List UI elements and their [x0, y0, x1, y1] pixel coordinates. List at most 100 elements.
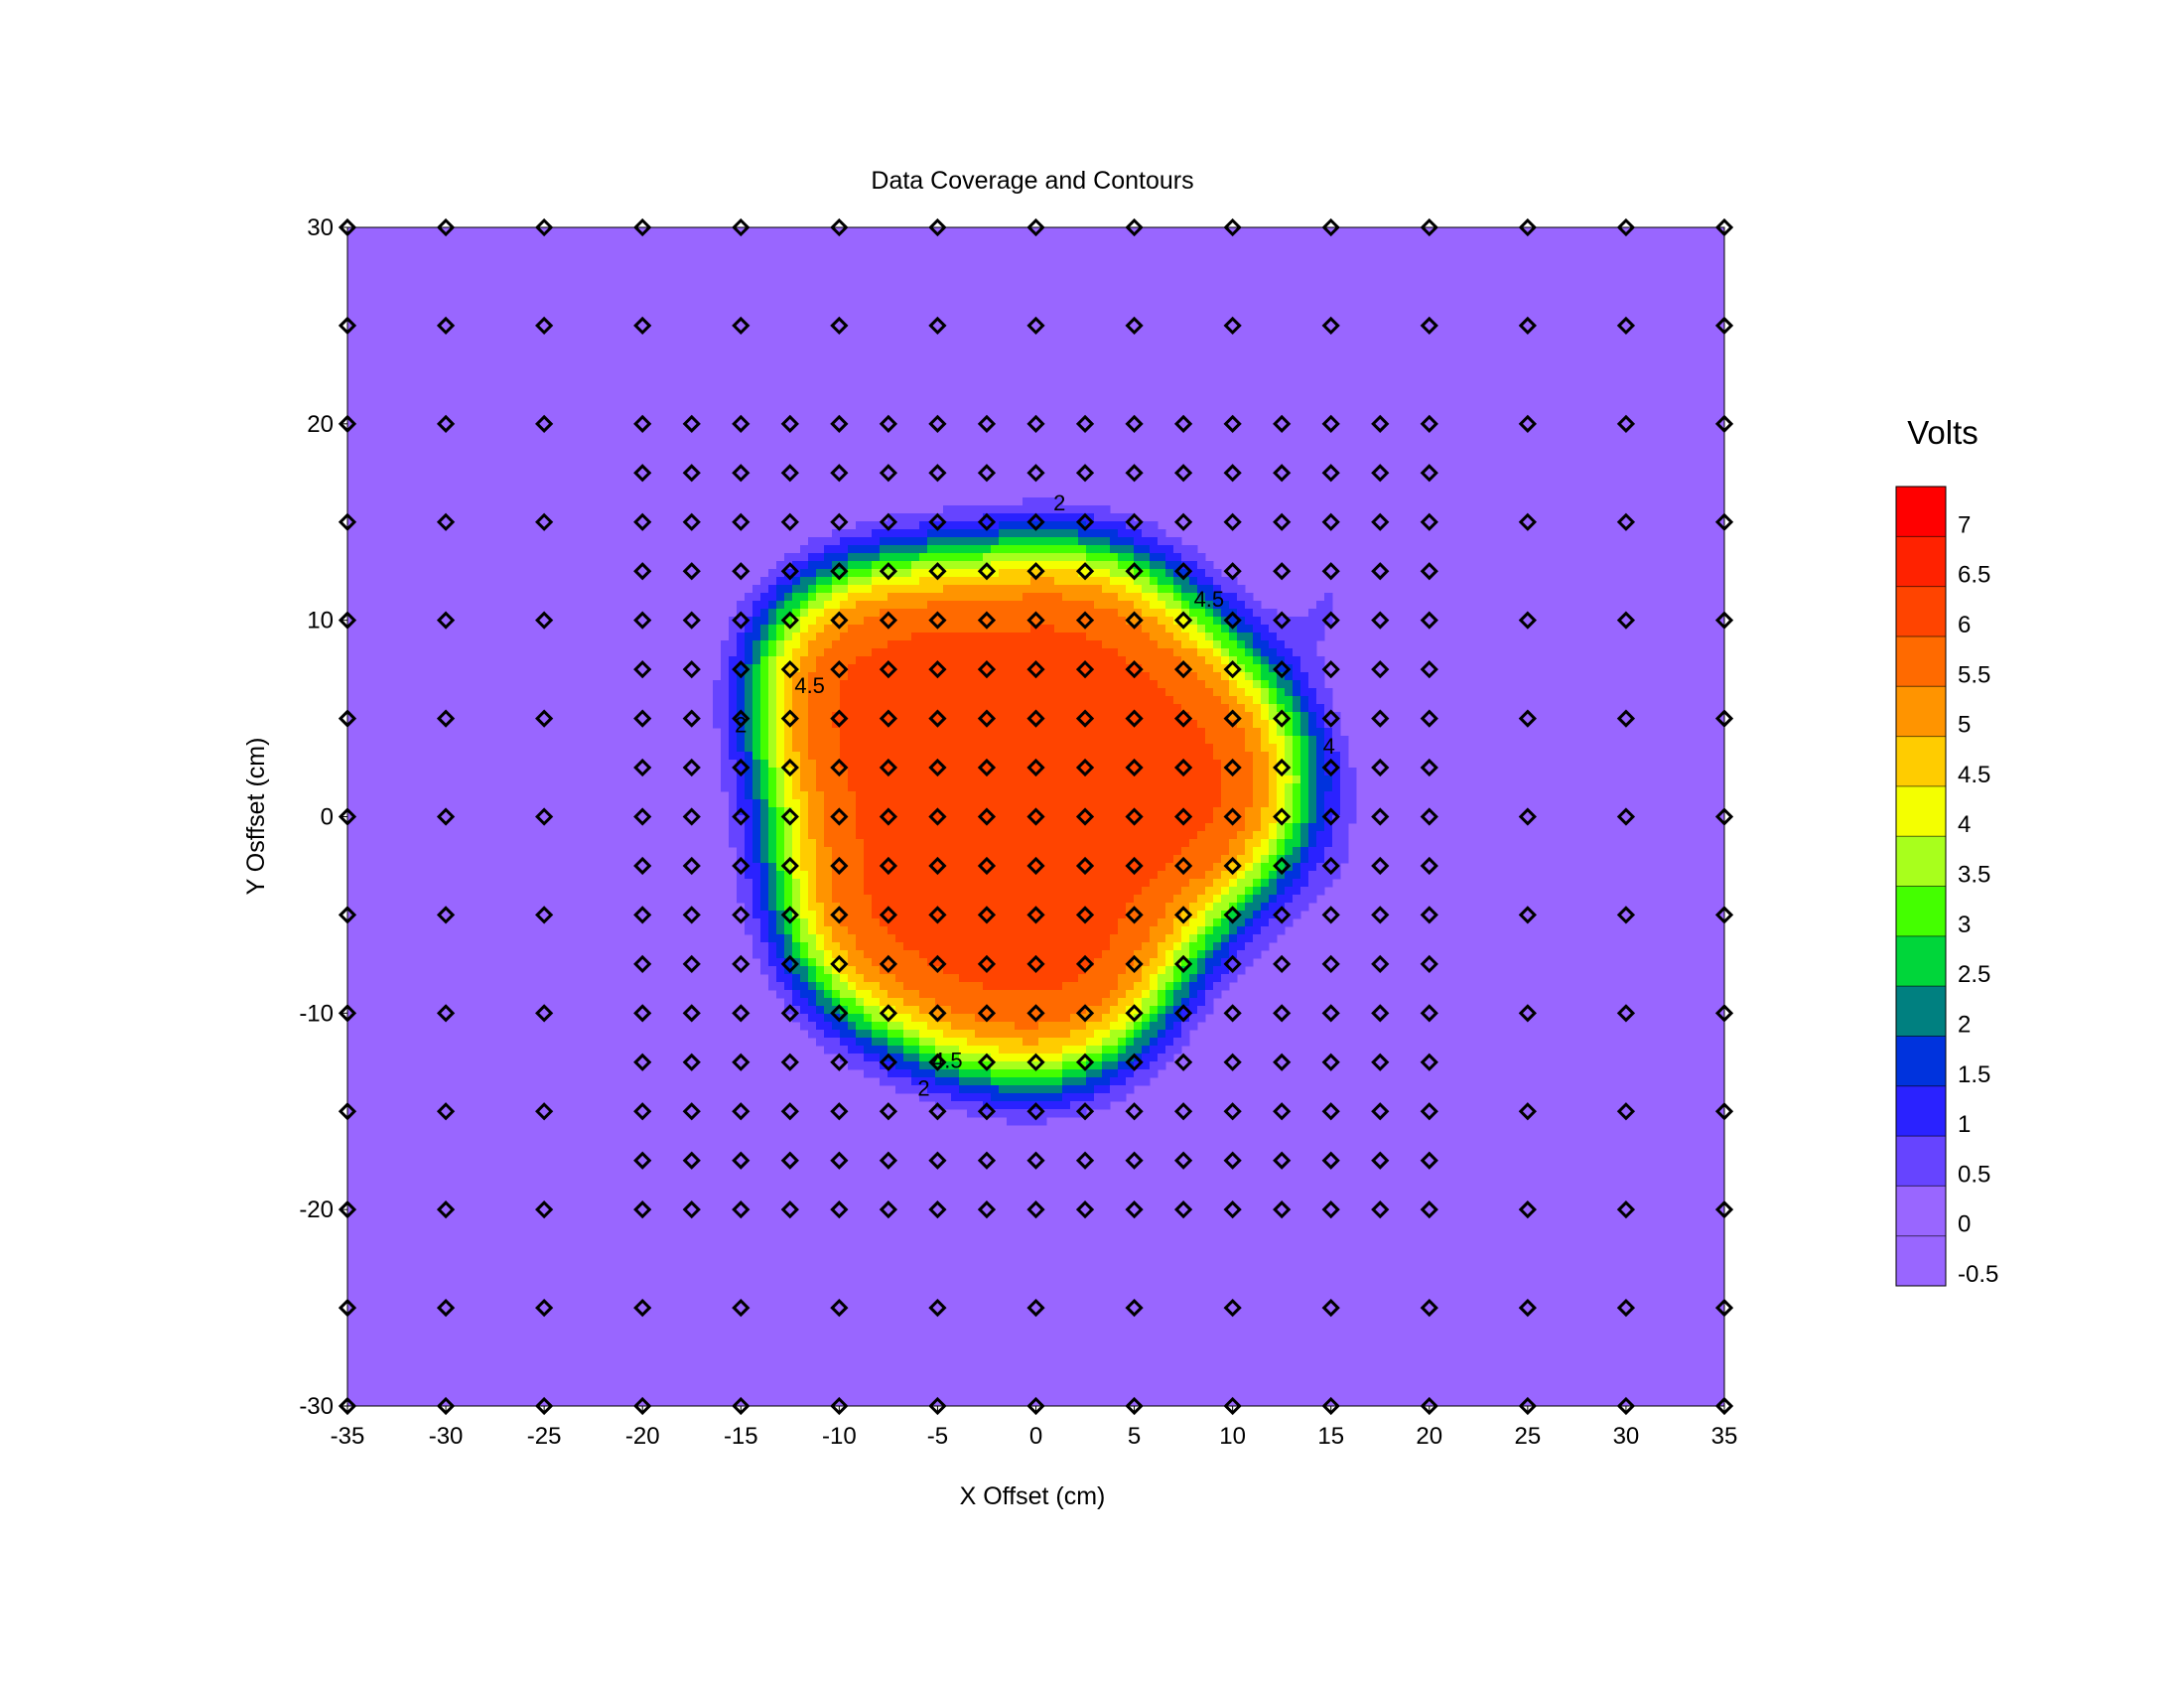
contour-cell — [1030, 1109, 1039, 1118]
contour-cell — [1126, 672, 1135, 681]
contour-cell — [768, 593, 777, 602]
contour-cell — [959, 744, 968, 753]
contour-cell — [1094, 990, 1103, 999]
contour-cell — [975, 942, 984, 951]
contour-cell — [1062, 807, 1071, 816]
contour-cell — [919, 712, 928, 721]
contour-cell — [919, 974, 928, 983]
contour-cell — [1134, 942, 1143, 951]
contour-cell — [1300, 807, 1309, 816]
contour-cell — [872, 990, 881, 999]
contour-cell — [919, 998, 928, 1007]
contour-cell — [1293, 863, 1301, 872]
contour-cell — [1221, 839, 1230, 848]
contour-cell — [816, 712, 825, 721]
contour-cell — [1126, 847, 1135, 856]
contour-cell — [1054, 871, 1063, 880]
contour-cell — [991, 791, 1000, 800]
contour-cell — [903, 744, 912, 753]
data-point-marker — [535, 1004, 554, 1023]
contour-cell — [967, 664, 976, 673]
contour-cell — [784, 958, 793, 967]
contour-cell — [1181, 656, 1190, 665]
contour-cell — [911, 942, 920, 951]
contour-cell — [1173, 760, 1182, 769]
contour-cell — [1324, 712, 1333, 721]
contour-cell — [1126, 688, 1135, 697]
contour-cell — [1300, 680, 1309, 689]
contour-cell — [1300, 640, 1309, 649]
contour-cell — [927, 736, 936, 745]
contour-cell — [737, 680, 746, 689]
contour-cell — [1205, 998, 1214, 1007]
contour-cell — [895, 609, 904, 618]
contour-cell — [895, 688, 904, 697]
contour-cell — [1046, 863, 1055, 872]
contour-cell — [1158, 744, 1166, 753]
contour-cell — [983, 847, 992, 856]
data-point-marker — [338, 709, 357, 728]
contour-cell — [1229, 656, 1238, 665]
contour-cell — [975, 934, 984, 943]
contour-cell — [1229, 601, 1238, 610]
contour-cell — [975, 736, 984, 745]
contour-cell — [840, 926, 849, 935]
contour-cell — [1102, 863, 1111, 872]
contour-cell — [1038, 585, 1047, 594]
contour-cell — [1150, 775, 1159, 784]
contour-cell — [1229, 942, 1238, 951]
contour-cell — [1110, 1014, 1119, 1023]
data-point-marker — [1223, 1298, 1242, 1318]
contour-cell — [1023, 736, 1031, 745]
contour-cell — [784, 648, 793, 657]
contour-cell — [895, 561, 904, 570]
contour-cell — [864, 775, 873, 784]
contour-cell — [1126, 1014, 1135, 1023]
contour-cell — [975, 1069, 984, 1078]
contour-cell — [880, 831, 888, 840]
contour-cell — [1070, 823, 1079, 832]
contour-cell — [1285, 728, 1294, 737]
contour-cell — [919, 958, 928, 967]
contour-cell — [1205, 823, 1214, 832]
contour-cell — [840, 1014, 849, 1023]
data-point-marker — [928, 316, 947, 336]
contour-cell — [848, 839, 857, 848]
contour-cell — [1173, 744, 1182, 753]
contour-cell — [737, 863, 746, 872]
contour-cell — [824, 656, 833, 665]
contour-cell — [1197, 736, 1206, 745]
contour-cell — [959, 593, 968, 602]
contour-cell — [1134, 974, 1143, 983]
contour-cell — [911, 974, 920, 983]
contour-cell — [1046, 601, 1055, 610]
contour-cell — [1118, 561, 1127, 570]
contour-cell — [1054, 521, 1063, 530]
contour-cell — [911, 561, 920, 570]
contour-cell — [1015, 545, 1024, 554]
contour-cell — [1245, 720, 1254, 729]
contour-cell — [1062, 648, 1071, 657]
contour-cell — [1038, 918, 1047, 927]
contour-cell — [1245, 958, 1254, 967]
contour-cell — [856, 974, 865, 983]
contour-cell — [1046, 783, 1055, 792]
contour-cell — [1308, 609, 1317, 618]
contour-cell — [1245, 704, 1254, 713]
contour-cell — [1007, 855, 1016, 864]
contour-cell — [792, 887, 801, 896]
contour-cell — [864, 1069, 873, 1078]
contour-cell — [927, 966, 936, 975]
contour-cell — [1261, 688, 1270, 697]
contour-cell — [975, 1022, 984, 1031]
contour-cell — [760, 609, 769, 618]
contour-cell — [1158, 601, 1166, 610]
data-point-marker — [338, 1004, 357, 1023]
contour-cell — [1269, 609, 1278, 618]
contour-cell — [1118, 974, 1127, 983]
contour-cell — [832, 1022, 841, 1031]
contour-cell — [1078, 887, 1087, 896]
contour-cell — [927, 982, 936, 991]
contour-cell — [1023, 863, 1031, 872]
contour-cell — [991, 656, 1000, 665]
